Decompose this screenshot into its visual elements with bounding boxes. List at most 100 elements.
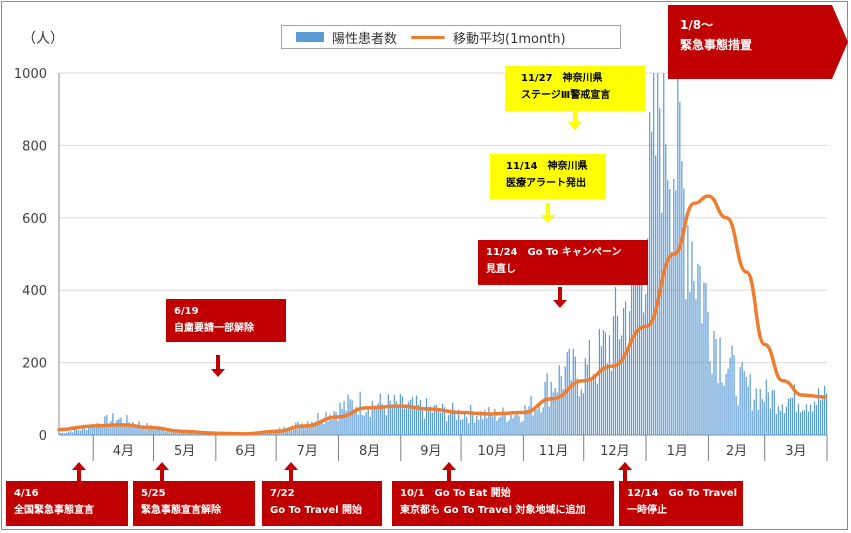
daily-bar: [102, 427, 104, 435]
daily-bar: [691, 241, 693, 435]
daily-bar: [715, 339, 717, 435]
daily-bar: [64, 433, 66, 435]
daily-bar: [673, 178, 675, 435]
daily-bar: [588, 340, 590, 435]
legend: 陽性患者数 移動平均(1month): [281, 25, 621, 49]
daily-bar: [504, 413, 506, 435]
daily-bar: [639, 248, 641, 435]
daily-bar: [351, 400, 353, 435]
daily-bar: [417, 404, 420, 435]
y-tick-label: 200: [22, 357, 47, 372]
arrow-1114-head: [541, 215, 555, 223]
daily-bar: [357, 414, 359, 435]
daily-bar: [435, 404, 438, 435]
daily-bar: [560, 376, 562, 435]
daily-bar: [454, 409, 456, 435]
daily-bar: [377, 403, 379, 435]
daily-bar: [323, 423, 325, 435]
daily-bar: [474, 422, 476, 435]
daily-bar: [74, 428, 76, 435]
daily-bar: [182, 432, 184, 435]
daily-bar: [387, 394, 389, 435]
daily-bar: [663, 73, 665, 435]
daily-bar: [596, 383, 599, 435]
daily-bar: [598, 328, 601, 435]
daily-bar: [777, 406, 779, 435]
month-label: 7月: [297, 444, 318, 459]
daily-bar: [817, 388, 820, 435]
daily-bar: [343, 401, 345, 435]
month-label: 4月: [113, 444, 134, 459]
daily-bar: [68, 431, 70, 435]
daily-bar: [293, 425, 295, 435]
annotation-line: 東京都も Go To Travel 対象地域に追加: [400, 505, 586, 516]
daily-bar: [361, 414, 363, 435]
daily-bar: [480, 411, 482, 435]
annotation-0525: 5/25 緊急事態宣言解除: [133, 481, 255, 526]
daily-bar: [359, 391, 361, 435]
annotation-line: 緊急事態措置: [680, 38, 753, 53]
daily-bar: [405, 406, 408, 435]
daily-bar: [150, 424, 152, 435]
daily-bar: [337, 420, 339, 435]
daily-bar: [576, 378, 578, 435]
daily-bar: [419, 400, 422, 435]
daily-bar: [72, 432, 74, 435]
annotation-line: Go To Travel 開始: [270, 505, 363, 516]
daily-bar: [530, 395, 532, 435]
daily-bar: [110, 420, 112, 435]
daily-bar: [614, 287, 617, 435]
daily-bar: [391, 405, 393, 435]
daily-bar: [134, 424, 136, 435]
daily-bar: [122, 423, 124, 435]
legend-label-line: 移動平均(1month): [453, 31, 566, 47]
daily-bar: [307, 421, 309, 435]
annotation-1214: 12/14 Go To Travel 一時停止: [619, 481, 743, 526]
y-tick-label: 800: [22, 139, 47, 154]
daily-bar: [679, 102, 681, 435]
month-label: 12月: [600, 444, 630, 459]
daily-bar: [476, 416, 478, 435]
daily-bar: [413, 406, 416, 435]
daily-bar: [172, 432, 174, 435]
daily-bar: [508, 420, 510, 435]
daily-bar: [582, 393, 584, 435]
daily-bar: [482, 419, 484, 435]
daily-bar: [60, 433, 62, 435]
annotation-1124: 11/24 Go To キャンペーン 見直し: [478, 240, 648, 285]
annotation-1127: 11/27 神奈川県 ステージⅢ警戒宣言: [505, 66, 645, 111]
annotation-line: 11/24 Go To キャンペーン: [486, 247, 622, 258]
arrow-1214-head: [618, 462, 632, 470]
daily-bar: [556, 392, 558, 435]
daily-bar: [568, 348, 570, 435]
daily-bar: [699, 266, 701, 435]
daily-bar: [66, 432, 68, 435]
daily-bar: [616, 315, 619, 435]
daily-bar: [552, 392, 554, 435]
daily-bar: [468, 422, 470, 435]
daily-bar: [425, 398, 428, 435]
daily-bar: [618, 339, 621, 435]
daily-bar: [124, 424, 126, 435]
daily-bar: [637, 271, 639, 435]
daily-bar: [355, 406, 357, 435]
daily-bar: [584, 358, 586, 435]
annotation-0619: 6/19 自粛要請一部解除: [166, 299, 286, 342]
daily-bar: [578, 396, 580, 435]
legend-item-bars: 陽性患者数: [296, 28, 397, 47]
daily-bar: [345, 410, 347, 435]
daily-bar: [291, 430, 293, 435]
daily-bar: [693, 280, 695, 435]
daily-bar: [194, 432, 196, 435]
daily-bar: [649, 112, 651, 435]
daily-bar: [729, 357, 731, 435]
arrow-1001-head: [442, 462, 456, 470]
daily-bar: [188, 432, 190, 435]
daily-bar: [160, 427, 162, 435]
daily-bar: [775, 413, 777, 435]
daily-bar: [196, 432, 198, 435]
daily-bar: [542, 407, 544, 435]
daily-bar: [299, 427, 301, 435]
daily-bar: [82, 426, 84, 435]
annotation-line: ステージⅢ警戒宣言: [521, 90, 611, 101]
